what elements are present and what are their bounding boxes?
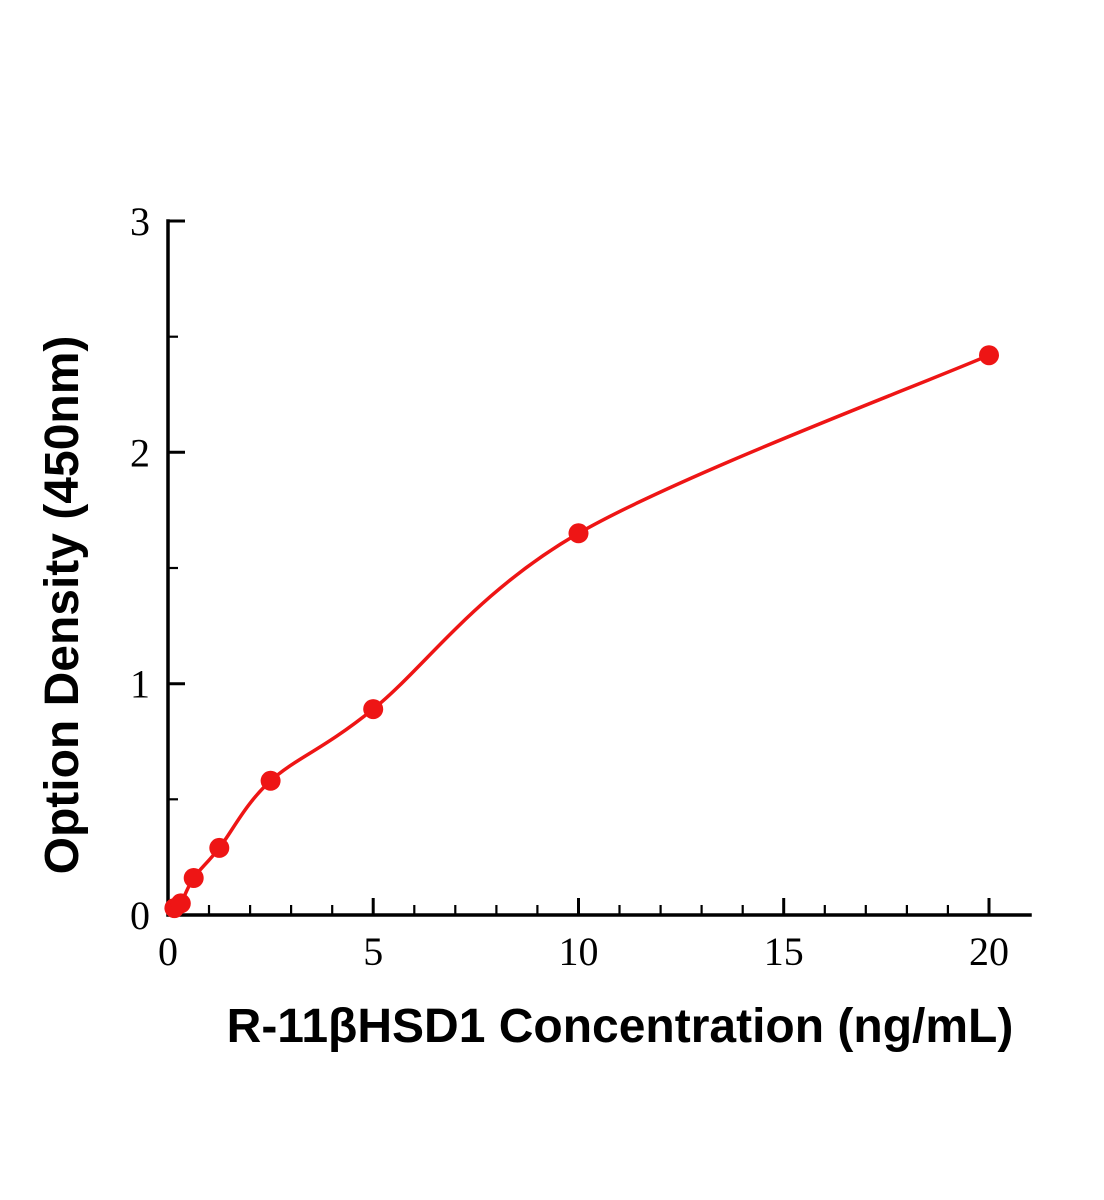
y-tick-label: 3: [130, 199, 150, 244]
fit-curve: [172, 353, 991, 910]
y-tick-label: 2: [130, 430, 150, 475]
x-axis-title: R-11βHSD1 Concentration (ng/mL): [227, 1000, 1014, 1053]
data-point-marker: [979, 345, 999, 366]
fit-curve-path: [172, 353, 991, 910]
data-point-marker: [170, 893, 191, 914]
axis-ticks: [166, 219, 991, 917]
x-tick-label: 20: [969, 929, 1009, 974]
data-point-marker: [209, 837, 230, 858]
data-points: [164, 345, 999, 919]
x-tick-label: 0: [158, 929, 178, 974]
x-tick-label: 10: [559, 929, 599, 974]
data-point-marker: [568, 523, 589, 544]
x-tick-label: 15: [764, 929, 804, 974]
data-point-marker: [183, 868, 204, 888]
y-tick-label: 1: [130, 662, 150, 707]
tick-labels: 0 5 10 15 20 0 1 2 3: [130, 199, 1009, 974]
axes: [166, 219, 1032, 917]
y-tick-label: 0: [130, 893, 150, 938]
y-axis-title: Option Density (450nm): [36, 336, 89, 875]
data-point-marker: [363, 699, 384, 720]
x-tick-label: 5: [363, 929, 383, 974]
data-point-marker: [260, 770, 281, 791]
